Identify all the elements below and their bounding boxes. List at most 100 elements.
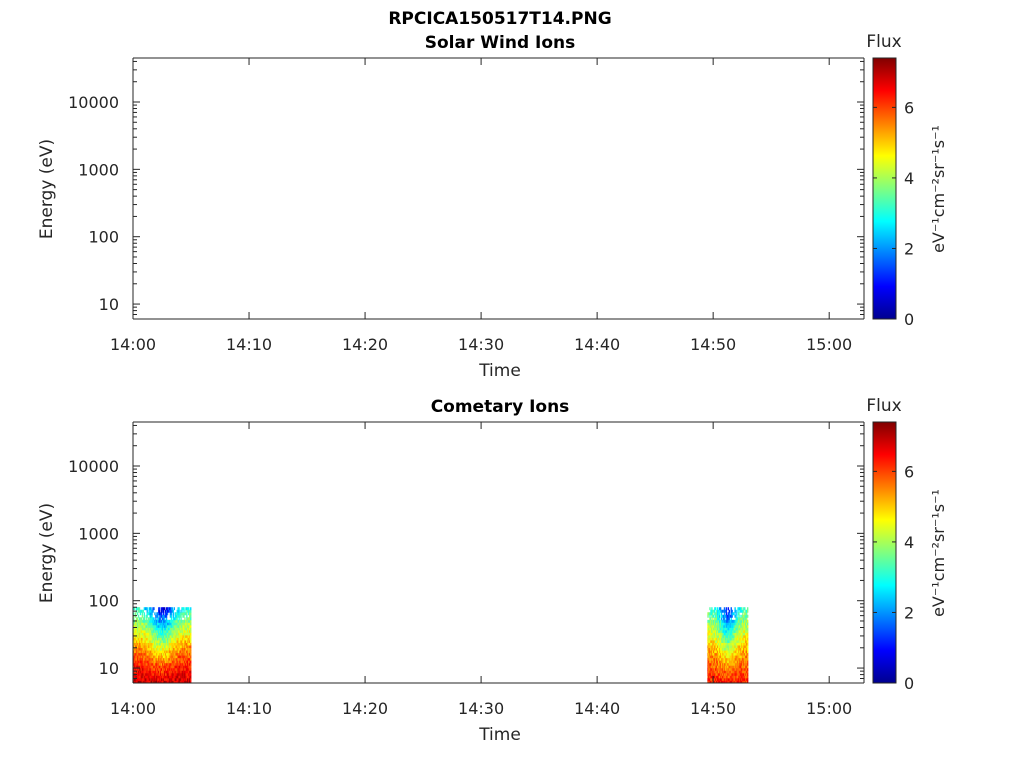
flux-cell [171, 640, 174, 643]
flux-cell [148, 647, 150, 651]
flux-cell [735, 612, 737, 616]
flux-cell [178, 619, 180, 623]
flux-cell [138, 607, 141, 611]
flux-cell [153, 660, 155, 664]
flux-cell [147, 655, 149, 659]
flux-cell [163, 655, 166, 659]
flux-cell [707, 635, 709, 638]
flux-cell [150, 650, 152, 654]
flux-cell [747, 624, 749, 628]
flux-cell [143, 675, 146, 679]
flux-cell [718, 607, 721, 611]
flux-cell [173, 619, 175, 623]
flux-cell [190, 672, 192, 676]
flux-cell [737, 662, 739, 666]
flux-cell [730, 627, 732, 631]
flux-cell [144, 672, 146, 676]
flux-cell [733, 662, 735, 666]
flux-cell [187, 635, 189, 638]
flux-cell [726, 629, 729, 633]
flux-cell [139, 660, 142, 664]
flux-cell [183, 665, 185, 669]
flux-cell [734, 675, 736, 679]
flux-cell [157, 614, 159, 618]
flux-cell [187, 617, 189, 621]
flux-cell [723, 675, 726, 679]
flux-cell [165, 617, 168, 621]
flux-cell [723, 612, 726, 616]
flux-cell [189, 629, 191, 633]
flux-cell [186, 640, 188, 643]
flux-cell [729, 675, 731, 679]
flux-cell [171, 660, 174, 664]
flux-cell [145, 607, 147, 611]
flux-cell [147, 612, 149, 616]
flux-cell [161, 619, 163, 623]
flux-cell [713, 614, 715, 618]
flux-cell [133, 632, 136, 636]
flux-cell [159, 667, 161, 671]
flux-cell [721, 632, 724, 636]
flux-cell [169, 637, 172, 641]
flux-cell [744, 652, 746, 656]
flux-cell [714, 609, 716, 613]
flux-cell [721, 645, 724, 649]
flux-cell [707, 647, 709, 651]
flux-cell [730, 680, 732, 684]
flux-cell [727, 624, 730, 628]
flux-cell [166, 652, 169, 656]
flux-cell [735, 635, 737, 638]
flux-cell [156, 662, 158, 666]
flux-cell [737, 622, 739, 626]
panel-title: Cometary Ions [431, 397, 570, 417]
flux-cell [723, 647, 726, 651]
flux-cell [144, 660, 146, 664]
flux-cell [160, 657, 162, 661]
flux-cell [731, 652, 733, 656]
flux-cell [739, 635, 741, 638]
flux-cell [739, 617, 741, 621]
flux-cell [150, 624, 152, 628]
flux-cell [177, 660, 179, 664]
flux-cell [156, 612, 158, 616]
flux-cell [733, 655, 735, 659]
flux-cell [174, 652, 176, 656]
flux-cell [172, 655, 175, 659]
flux-cell [149, 629, 151, 633]
flux-cell [183, 642, 185, 646]
flux-cell [143, 670, 146, 674]
flux-cell [722, 635, 725, 638]
flux-cell [153, 642, 155, 646]
flux-cell [147, 629, 149, 633]
flux-cell [741, 662, 743, 666]
flux-cell [136, 677, 139, 681]
flux-cell [740, 607, 742, 611]
flux-cell [160, 670, 162, 674]
flux-cell [144, 652, 146, 656]
flux-cell [725, 662, 728, 666]
flux-cell [725, 624, 728, 628]
flux-cell [151, 675, 153, 679]
flux-cell [148, 635, 150, 638]
flux-cell [728, 677, 730, 681]
flux-cell [747, 672, 749, 676]
flux-cell [184, 645, 186, 649]
flux-cell [742, 672, 744, 676]
flux-cell [163, 619, 166, 623]
flux-cell [724, 622, 727, 626]
flux-cell [148, 652, 150, 656]
flux-cell [164, 657, 167, 661]
flux-cell [189, 645, 191, 649]
flux-cell [723, 629, 726, 633]
flux-cell [728, 640, 730, 643]
flux-cell [709, 652, 711, 656]
flux-cell [178, 640, 180, 643]
flux-cell [736, 677, 738, 681]
flux-cell [179, 657, 181, 661]
flux-cell [179, 662, 181, 666]
flux-cell [183, 614, 185, 618]
flux-cell [140, 640, 143, 643]
flux-cell [709, 657, 711, 661]
flux-cell [136, 670, 139, 674]
flux-cell [734, 672, 736, 676]
